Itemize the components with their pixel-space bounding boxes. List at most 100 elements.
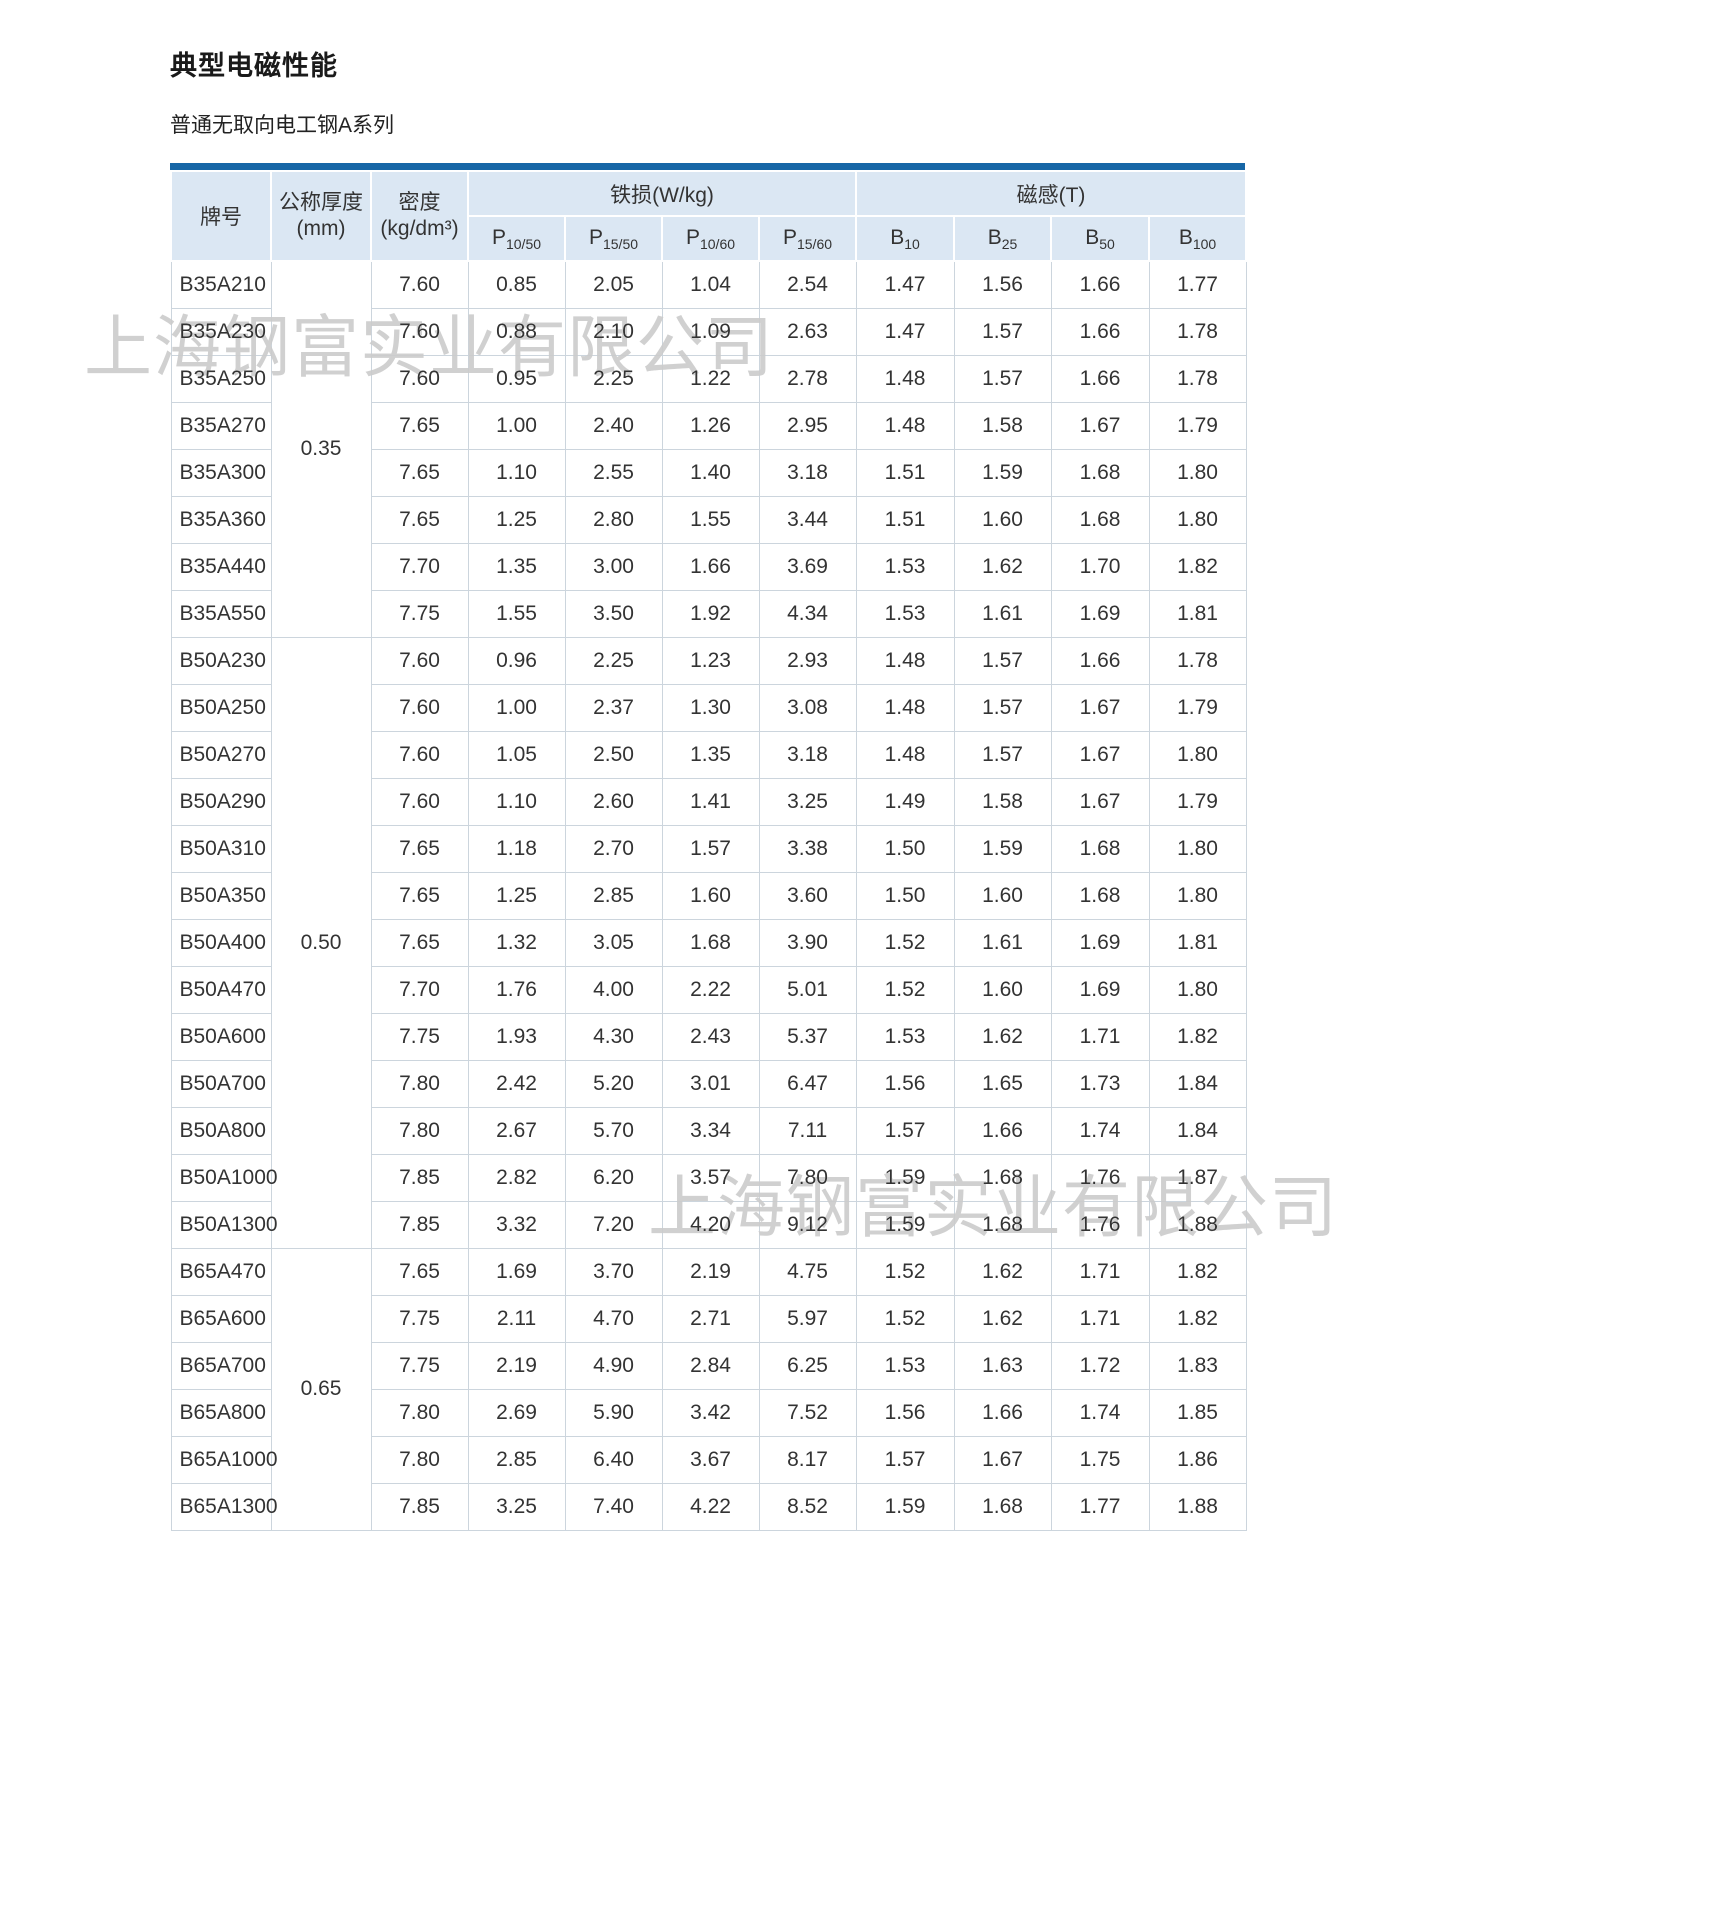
value-cell: 1.25 xyxy=(467,495,566,544)
col-header-p-15-60: P15/60 xyxy=(757,215,858,262)
value-cell: 1.67 xyxy=(1050,730,1150,779)
value-cell: 5.20 xyxy=(564,1059,663,1108)
table-header: 牌号 公称厚度 (mm) 密度 (kg/dm³) 铁损(W/kg) 磁感(T) … xyxy=(170,170,1248,262)
value-cell: 1.69 xyxy=(467,1247,566,1296)
value-cell: 1.79 xyxy=(1148,777,1247,826)
value-cell: 1.50 xyxy=(855,871,955,920)
page-content: 典型电磁性能 普通无取向电工钢A系列 牌号 公称厚度 (mm) 密度 ( xyxy=(170,44,1248,1531)
value-cell: 3.60 xyxy=(758,871,857,920)
table-row: B50A700 7.80 2.42 5.20 3.01 6.47 1.56 1.65 1.73 1… xyxy=(170,1059,1247,1108)
density-cell: 7.85 xyxy=(370,1482,469,1531)
grade-cell: B35A550 xyxy=(170,589,272,638)
value-cell: 3.08 xyxy=(758,683,857,732)
value-cell: 3.01 xyxy=(661,1059,760,1108)
value-cell: 1.40 xyxy=(661,448,760,497)
grade-cell: B50A350 xyxy=(170,871,272,920)
density-cell: 7.65 xyxy=(370,1247,469,1296)
value-cell: 1.76 xyxy=(1050,1153,1150,1202)
value-cell: 3.05 xyxy=(564,918,663,967)
table-row: B35A440 7.70 1.35 3.00 1.66 3.69 1.53 1.62 1.70 1… xyxy=(170,542,1247,591)
value-cell: 5.37 xyxy=(758,1012,857,1061)
value-cell: 1.80 xyxy=(1148,871,1247,920)
value-cell: 3.50 xyxy=(564,589,663,638)
page-subtitle: 普通无取向电工钢A系列 xyxy=(170,114,395,137)
value-cell: 1.67 xyxy=(1050,401,1150,450)
density-cell: 7.60 xyxy=(370,683,469,732)
value-cell: 1.22 xyxy=(661,354,760,403)
value-cell: 3.90 xyxy=(758,918,857,967)
grade-cell: B50A290 xyxy=(170,777,272,826)
value-cell: 1.71 xyxy=(1050,1294,1150,1343)
value-cell: 1.60 xyxy=(953,495,1052,544)
value-cell: 7.11 xyxy=(758,1106,857,1155)
value-cell: 2.70 xyxy=(564,824,663,873)
value-cell: 6.47 xyxy=(758,1059,857,1108)
value-cell: 1.79 xyxy=(1148,401,1247,450)
value-cell: 2.10 xyxy=(564,307,663,356)
value-cell: 1.87 xyxy=(1148,1153,1247,1202)
value-cell: 3.25 xyxy=(467,1482,566,1531)
grade-cell: B50A310 xyxy=(170,824,272,873)
value-cell: 1.48 xyxy=(855,683,955,732)
density-cell: 7.60 xyxy=(370,307,469,356)
value-cell: 1.82 xyxy=(1148,1247,1247,1296)
value-cell: 1.62 xyxy=(953,542,1052,591)
value-cell: 1.10 xyxy=(467,777,566,826)
grade-cell: B50A800 xyxy=(170,1106,272,1155)
table-row: B65A700 7.75 2.19 4.90 2.84 6.25 1.53 1.63 1.72 1… xyxy=(170,1341,1247,1390)
value-cell: 6.40 xyxy=(564,1435,663,1484)
col-header-thickness-line2: (mm) xyxy=(296,217,346,240)
table-row: B50A310 7.65 1.18 2.70 1.57 3.38 1.50 1.59 1.68 1… xyxy=(170,824,1247,873)
value-cell: 1.69 xyxy=(1050,589,1150,638)
value-cell: 1.52 xyxy=(855,1247,955,1296)
value-cell: 1.67 xyxy=(953,1435,1052,1484)
value-cell: 1.80 xyxy=(1148,495,1247,544)
value-cell: 1.71 xyxy=(1050,1012,1150,1061)
value-cell: 1.57 xyxy=(953,354,1052,403)
value-cell: 5.97 xyxy=(758,1294,857,1343)
table-row: B35A300 7.65 1.10 2.55 1.40 3.18 1.51 1.59 1.68 1… xyxy=(170,448,1247,497)
header-row-sub: P10/50 P15/50 P10/60 P15/60 B10 B25 B50 B100 xyxy=(171,215,1248,262)
density-cell: 7.80 xyxy=(370,1435,469,1484)
value-cell: 3.18 xyxy=(758,730,857,779)
table-row: B65A470 0.65 7.65 1.69 3.70 2.19 4.75 1.52 1.62 1… xyxy=(170,1247,1247,1531)
value-cell: 1.66 xyxy=(1050,354,1150,403)
col-header-b-100: B100 xyxy=(1148,215,1248,262)
col-header-density-line2: (kg/dm³) xyxy=(380,217,459,240)
table-row: B50A1000 7.85 2.82 6.20 3.57 7.80 1.59 1.68 1.76… xyxy=(170,1153,1247,1202)
value-cell: 1.84 xyxy=(1148,1106,1247,1155)
value-cell: 4.75 xyxy=(758,1247,857,1296)
value-cell: 1.67 xyxy=(1050,777,1150,826)
table-row: B50A250 7.60 1.00 2.37 1.30 3.08 1.48 1.57 1.67 1… xyxy=(170,683,1247,732)
value-cell: 1.68 xyxy=(661,918,760,967)
value-cell: 1.86 xyxy=(1148,1435,1247,1484)
grade-cell: B65A700 xyxy=(170,1341,272,1390)
value-cell: 1.18 xyxy=(467,824,566,873)
value-cell: 1.51 xyxy=(855,448,955,497)
value-cell: 8.52 xyxy=(758,1482,857,1531)
value-cell: 1.72 xyxy=(1050,1341,1150,1390)
density-cell: 7.80 xyxy=(370,1059,469,1108)
value-cell: 2.80 xyxy=(564,495,663,544)
grade-cell: B50A1000 xyxy=(170,1153,278,1202)
value-cell: 3.00 xyxy=(564,542,663,591)
value-cell: 1.68 xyxy=(953,1153,1052,1202)
value-cell: 1.79 xyxy=(1148,683,1247,732)
value-cell: 4.34 xyxy=(758,589,857,638)
value-cell: 1.71 xyxy=(1050,1247,1150,1296)
col-group-iron-loss: 铁损(W/kg) xyxy=(466,170,858,217)
col-header-b-25: B25 xyxy=(953,215,1053,262)
density-cell: 7.60 xyxy=(370,354,469,403)
value-cell: 5.90 xyxy=(564,1388,663,1437)
value-cell: 5.70 xyxy=(564,1106,663,1155)
value-cell: 1.57 xyxy=(855,1106,955,1155)
value-cell: 3.38 xyxy=(758,824,857,873)
density-cell: 7.65 xyxy=(370,401,469,450)
table-row: B35A210 0.35 7.60 0.85 2.05 1.04 2.54 1.47 1.56 1… xyxy=(170,260,1247,638)
value-cell: 3.57 xyxy=(661,1153,760,1202)
value-cell: 1.75 xyxy=(1050,1435,1150,1484)
table-row: B50A270 7.60 1.05 2.50 1.35 3.18 1.48 1.57 1.67 1… xyxy=(170,730,1247,779)
value-cell: 1.76 xyxy=(467,965,566,1014)
col-header-b-50: B50 xyxy=(1050,215,1151,262)
value-cell: 1.82 xyxy=(1148,1294,1247,1343)
